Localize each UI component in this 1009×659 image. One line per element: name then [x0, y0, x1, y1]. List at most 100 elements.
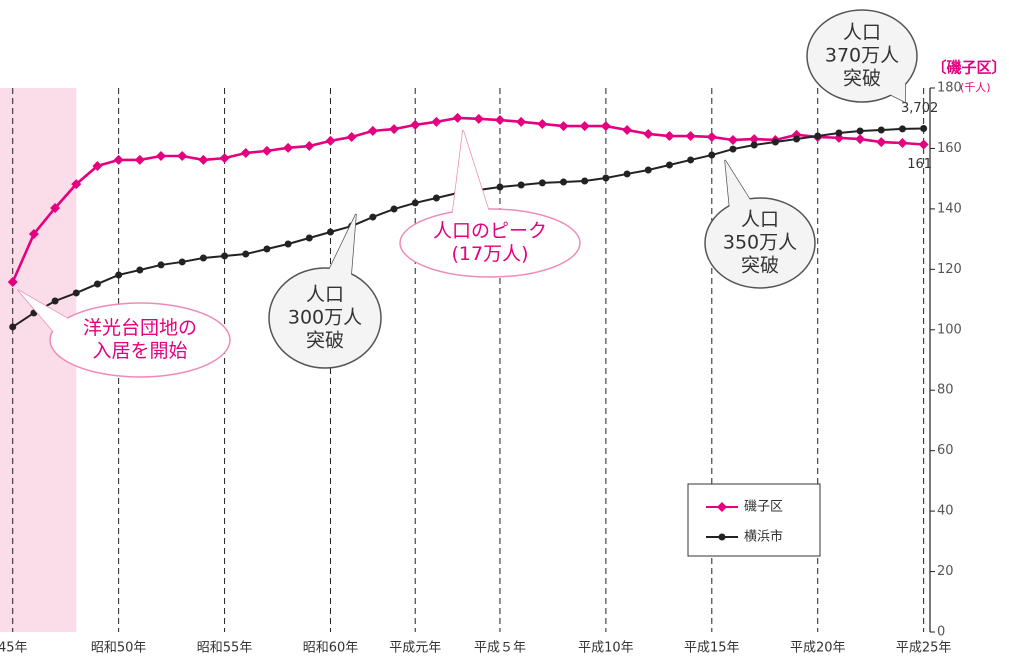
data-point: [369, 213, 377, 221]
data-point: [918, 139, 929, 150]
data-point: [727, 134, 738, 145]
data-point: [814, 132, 822, 140]
data-point: [51, 297, 59, 305]
data-point: [496, 183, 504, 191]
data-point: [221, 252, 229, 260]
data-point: [897, 138, 908, 149]
data-point: [157, 261, 165, 269]
y-tick-label: 80: [937, 383, 954, 398]
callout-joint: [452, 130, 489, 214]
legend-label: 磯子区: [744, 500, 783, 515]
data-point: [877, 126, 885, 134]
y-tick-label: 40: [937, 504, 954, 519]
data-point: [178, 258, 186, 266]
data-point: [538, 179, 546, 187]
data-point: [346, 131, 357, 142]
data-point: [283, 142, 294, 153]
data-point: [750, 141, 758, 149]
legend-box: [687, 483, 821, 557]
data-point: [432, 194, 440, 202]
callout: 人口のピーク(17万人): [399, 129, 581, 278]
value-label: 161: [907, 157, 932, 172]
data-point: [261, 145, 272, 156]
data-point: [898, 125, 906, 133]
data-point: [706, 131, 717, 142]
data-point: [517, 181, 525, 189]
data-point: [219, 153, 230, 164]
data-point: [729, 145, 737, 153]
y-tick-label: 0: [937, 625, 945, 640]
data-point: [156, 151, 167, 161]
axis-unit: (千人): [960, 81, 991, 94]
data-point: [473, 113, 484, 124]
data-point: [708, 151, 716, 159]
legend-marker: [717, 502, 727, 512]
y-tick-label: 140: [937, 201, 962, 216]
callout-joint: [328, 214, 356, 277]
data-point: [411, 199, 419, 207]
data-point: [177, 151, 188, 161]
value-label: 3,702: [901, 101, 938, 116]
callout-joint: [725, 160, 751, 209]
callout-text: 洋光台団地の: [83, 317, 197, 339]
data-point: [560, 178, 568, 186]
data-point: [240, 147, 251, 158]
data-point: [71, 179, 82, 190]
x-tick-label: 昭和50年: [91, 641, 147, 656]
data-point: [28, 228, 39, 239]
callout-bubble: [704, 197, 816, 289]
data-point: [115, 271, 123, 279]
legend-marker: [718, 533, 726, 541]
callout-text: 人口: [843, 22, 881, 44]
x-tick-label: 平成５年: [474, 641, 526, 656]
data-point: [304, 141, 315, 152]
callout-joint: [18, 290, 70, 335]
x-tick-label: 平成元年: [389, 641, 441, 656]
data-point: [685, 131, 696, 142]
data-point: [622, 125, 633, 136]
callout-bubble: [399, 208, 581, 278]
data-point: [835, 129, 843, 137]
y-tick-label: 20: [937, 564, 954, 579]
data-point: [665, 161, 673, 169]
data-point: [600, 121, 611, 132]
data-point: [367, 125, 378, 136]
data-point: [452, 112, 463, 123]
x-tick-label: 平成10年: [578, 641, 634, 656]
data-point: [516, 116, 527, 127]
data-point: [749, 134, 760, 145]
x-tick-label: 平成15年: [684, 641, 740, 656]
data-point: [431, 116, 442, 127]
callout-text: 突破: [843, 68, 881, 90]
y-tick-label: 180: [937, 81, 962, 96]
data-point: [855, 134, 866, 145]
y-tick-label: 160: [937, 141, 962, 156]
callout-text: 370万人: [825, 45, 899, 67]
data-point: [644, 166, 652, 174]
data-point: [198, 154, 209, 165]
y-tick-label: 100: [937, 322, 962, 337]
x-tick-label: 45年: [0, 641, 27, 656]
data-point: [602, 174, 610, 182]
y-tick-label: 60: [937, 443, 954, 458]
callout-text: 人口のピーク: [433, 220, 547, 242]
data-point: [325, 135, 336, 146]
data-point: [9, 323, 17, 331]
callout-bubble: [49, 302, 231, 378]
x-tick-label: 昭和60年: [303, 641, 359, 656]
data-point: [664, 131, 675, 142]
data-point: [579, 121, 590, 132]
callout-text: 突破: [306, 330, 344, 352]
callout-text: 突破: [741, 255, 779, 277]
data-point: [136, 266, 144, 274]
data-point: [305, 234, 313, 242]
data-point: [643, 128, 654, 139]
callout-text: 人口: [741, 209, 779, 231]
data-point: [537, 118, 548, 129]
data-point: [771, 138, 779, 146]
